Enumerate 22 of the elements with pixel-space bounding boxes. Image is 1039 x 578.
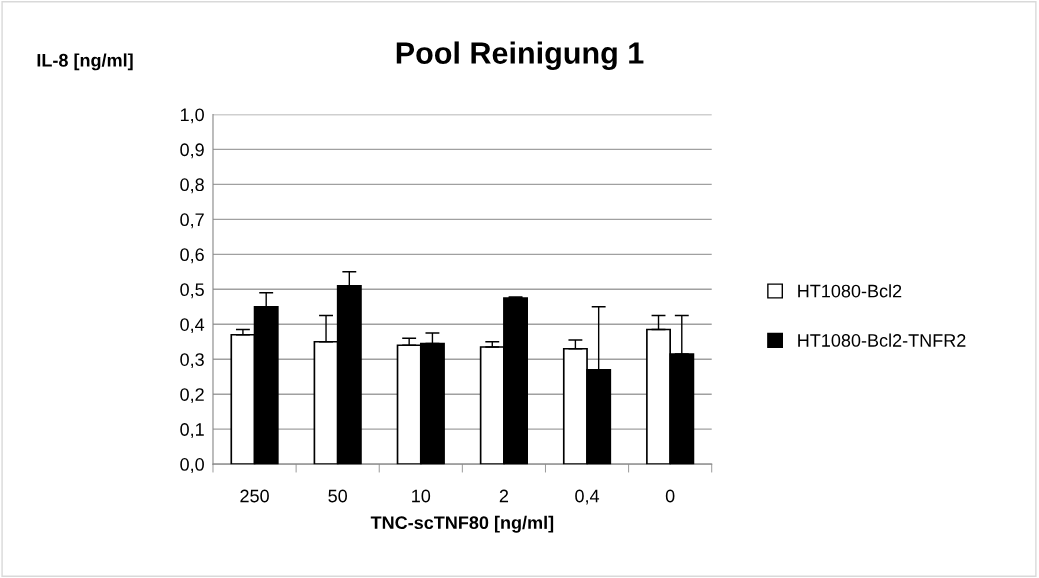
x-axis-title: TNC-scTNF80 [ng/ml]: [370, 515, 554, 533]
x-tick-label: 50: [328, 489, 348, 503]
legend-label: HT1080-Bcl2: [798, 284, 902, 298]
y-tick-label: 0,9: [180, 143, 204, 159]
x-tick-label: 2: [499, 489, 509, 503]
y-tick-label: 0,4: [180, 318, 205, 334]
x-tick-label: 0,4: [575, 489, 600, 505]
y-tick-label: 1,0: [180, 108, 204, 124]
y-tick-label: 0,7: [180, 213, 204, 229]
x-tick-label: 0: [665, 489, 675, 503]
y-tick-label: 0,5: [180, 283, 204, 299]
y-tick-label: 0,6: [180, 248, 204, 264]
legend-label: HT1080-Bcl2-TNFR2: [798, 333, 966, 347]
y-axis-title: IL-8 [ng/ml]: [37, 53, 133, 71]
y-tick-label: 0,0: [180, 458, 204, 473]
chart-title: Pool Reinigung 1: [396, 41, 644, 71]
y-tick-label: 0,1: [180, 423, 204, 439]
y-tick-label: 0,2: [180, 388, 204, 404]
y-tick-label: 0,3: [180, 353, 204, 369]
x-tick-label: 10: [412, 489, 431, 503]
x-tick-label: 250: [240, 489, 269, 503]
y-tick-label: 0,8: [180, 178, 204, 194]
